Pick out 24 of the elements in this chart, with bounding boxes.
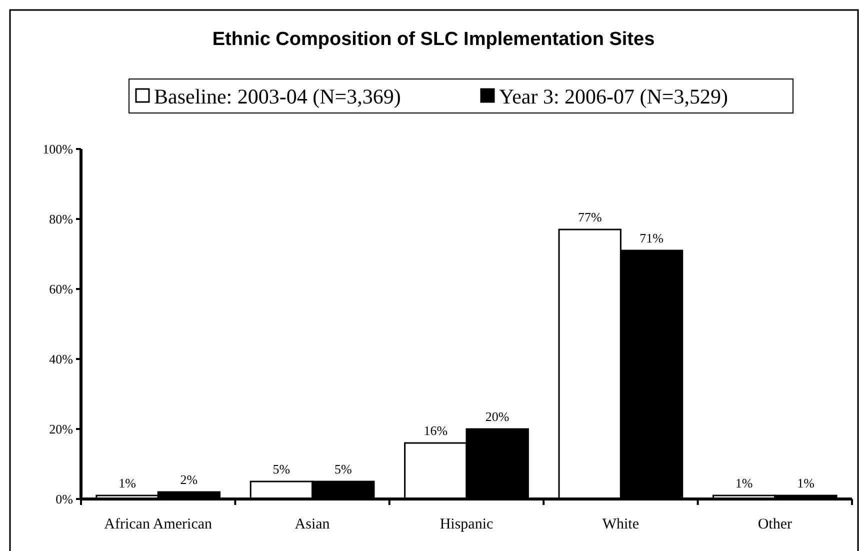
y-tick-label: 80% <box>49 212 74 227</box>
x-tick-label: African American <box>104 516 213 532</box>
legend-label: Baseline: 2003-04 (N=3,369) <box>154 84 401 108</box>
y-tick-label: 40% <box>49 352 74 367</box>
data-label: 71% <box>640 230 664 246</box>
data-label: 5% <box>272 462 290 476</box>
data-label: 1% <box>797 476 815 490</box>
legend-label: Year 3: 2006-07 (N=3,529) <box>499 84 728 108</box>
data-label: 1% <box>118 476 136 490</box>
data-label: 1% <box>735 476 753 490</box>
y-tick-label: 60% <box>49 282 74 297</box>
x-tick-label: Asian <box>294 516 330 532</box>
y-tick-label: 0% <box>56 492 74 507</box>
chart-title: Ethnic Composition of SLC Implementation Sites <box>212 29 655 50</box>
data-label: 20% <box>485 409 510 424</box>
y-tick-label: 100% <box>42 142 74 157</box>
data-label: 2% <box>180 472 198 487</box>
data-label: 16% <box>424 423 448 438</box>
x-tick-label: Other <box>758 516 792 532</box>
y-tick-label: 20% <box>49 422 74 437</box>
x-tick-label: White <box>602 516 640 532</box>
data-label: 77% <box>578 210 602 224</box>
x-tick-label: Hispanic <box>440 516 494 532</box>
data-label: 5% <box>334 462 352 476</box>
